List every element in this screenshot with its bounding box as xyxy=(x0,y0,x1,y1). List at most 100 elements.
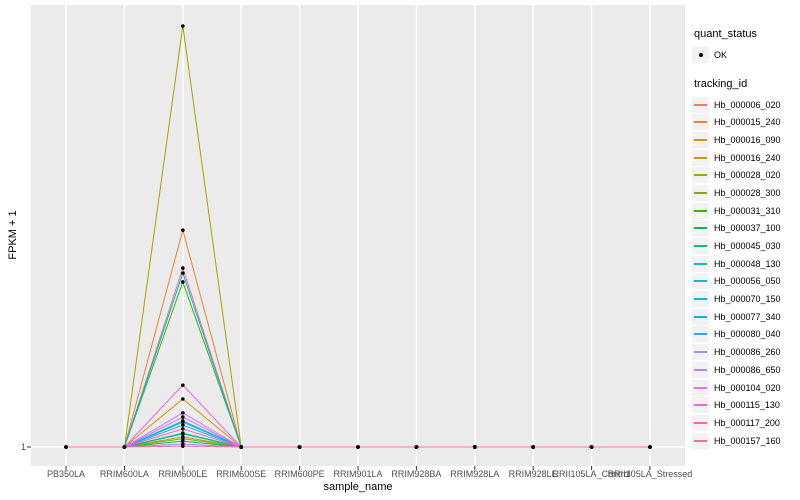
data-point xyxy=(181,271,185,275)
legend-key xyxy=(692,308,709,325)
data-point xyxy=(181,436,185,441)
legend-item-label: Hb_000070_150 xyxy=(714,294,781,305)
legend-item-tracking-id: Hb_000115_130 xyxy=(692,396,798,414)
x-tick-label: RRIM600SE xyxy=(216,469,267,479)
legend-key xyxy=(692,202,709,219)
data-point xyxy=(181,444,185,448)
legend-key xyxy=(692,167,709,184)
x-tick-label: RRIM901LA xyxy=(333,469,383,479)
x-tick-label: RRIM928LA xyxy=(450,469,500,479)
data-point xyxy=(181,432,185,436)
legend-item-label: Hb_000056_050 xyxy=(714,276,781,287)
line-swatch-icon xyxy=(694,439,707,442)
legend-title-tracking-id: tracking_id xyxy=(694,77,748,90)
legend-key xyxy=(692,291,709,308)
legend-item-tracking-id: Hb_000037_100 xyxy=(692,220,798,238)
legend-key xyxy=(692,361,709,378)
data-point xyxy=(181,383,185,387)
legend-key xyxy=(692,220,709,237)
legend-item-tracking-id: Hb_000016_090 xyxy=(692,131,798,149)
data-point xyxy=(181,397,185,401)
data-point xyxy=(181,280,185,284)
legend-item-label: Hb_000037_100 xyxy=(714,223,781,234)
legend-item-label: Hb_000080_040 xyxy=(714,329,781,340)
legend-key xyxy=(692,397,709,414)
data-point xyxy=(414,445,419,449)
legend-item-tracking-id: Hb_000080_040 xyxy=(692,326,798,344)
x-tick-label: RRII105LA_Control xyxy=(552,469,631,479)
data-point xyxy=(648,445,652,449)
line-swatch-icon xyxy=(694,262,707,265)
legend-item-tracking-id: Hb_000086_650 xyxy=(692,361,798,379)
legend-key xyxy=(692,96,709,113)
legend-item-tracking-id: Hb_000028_020 xyxy=(692,166,798,184)
line-swatch-icon xyxy=(694,121,707,124)
legend-key xyxy=(692,379,709,396)
line-swatch-icon xyxy=(694,191,707,194)
legend-item-label: Hb_000077_340 xyxy=(714,311,781,322)
legend-item-label: Hb_000117_200 xyxy=(714,417,780,428)
legend-item-label: Hb_000015_240 xyxy=(714,117,781,128)
data-point xyxy=(297,445,302,449)
data-point xyxy=(356,445,360,449)
legend-key xyxy=(692,344,709,361)
legend-title-quant-status: quant_status xyxy=(694,28,757,40)
ok-point-icon xyxy=(698,52,703,57)
legend-item-label: Hb_000006_020 xyxy=(714,99,781,110)
legend-key xyxy=(692,46,709,63)
legend-item-label: Hb_000104_020 xyxy=(714,382,781,393)
legend-item-label: Hb_000115_130 xyxy=(714,400,780,411)
x-tick-label: RRII105LA_Stressed xyxy=(607,469,693,479)
data-point xyxy=(122,445,127,449)
line-swatch-icon xyxy=(694,351,707,354)
legend-item-tracking-id: Hb_000006_020 xyxy=(692,96,798,114)
x-tick-label: RRIM928BA xyxy=(391,469,442,479)
legend-item-tracking-id: Hb_000077_340 xyxy=(692,308,798,326)
legend-item-label: OK xyxy=(714,49,728,60)
legend-item-label: Hb_000016_090 xyxy=(714,134,781,145)
line-swatch-icon xyxy=(694,421,707,424)
legend-key xyxy=(692,432,709,449)
legend-item-label: Hb_000045_030 xyxy=(714,241,781,252)
legend-key xyxy=(692,414,709,431)
legend-item-tracking-id: Hb_000015_240 xyxy=(692,113,798,131)
x-tick-label: RRIM600LA xyxy=(99,469,149,479)
line-swatch-icon xyxy=(694,156,707,159)
data-point xyxy=(589,445,594,449)
legend-key xyxy=(692,149,709,166)
data-point xyxy=(181,423,185,427)
legend-item-label: Hb_000086_260 xyxy=(714,347,781,358)
line-swatch-icon xyxy=(694,103,707,106)
line-swatch-icon xyxy=(694,315,707,318)
line-swatch-icon xyxy=(694,386,707,389)
line-swatch-icon xyxy=(694,298,707,301)
data-point xyxy=(181,411,185,415)
legend-group-tracking-id: Hb_000006_020 Hb_000015_240 Hb_000016_090 H… xyxy=(692,96,798,450)
legend-item-label: Hb_000086_650 xyxy=(714,364,781,375)
line-swatch-icon xyxy=(694,245,707,248)
legend-group-quant-status: OK xyxy=(692,46,798,64)
x-tick-label: PB350LA xyxy=(47,469,86,479)
data-point xyxy=(239,445,244,449)
line-swatch-icon xyxy=(694,280,707,283)
data-point xyxy=(181,415,185,419)
x-axis-title: sample_name xyxy=(323,481,393,493)
legend-item-tracking-id: Hb_000031_310 xyxy=(692,202,798,220)
legend-item-quant-status: OK xyxy=(692,46,798,64)
legend-item-tracking-id: Hb_000117_200 xyxy=(692,414,798,432)
line-swatch-icon xyxy=(694,138,707,141)
data-point xyxy=(181,427,185,431)
legend-item-tracking-id: Hb_000028_300 xyxy=(692,184,798,202)
legend-item-label: Hb_000031_310 xyxy=(714,205,781,216)
legend-key xyxy=(692,114,709,131)
legend-item-tracking-id: Hb_000157_160 xyxy=(692,432,798,450)
legend-item-label: Hb_000016_240 xyxy=(714,152,781,163)
legend-item-label: Hb_000157_160 xyxy=(714,435,781,446)
data-point xyxy=(472,445,477,449)
y-tick-label: 1 xyxy=(20,442,26,452)
legend: quant_status OK tracking_id Hb_000006_02… xyxy=(692,28,798,449)
legend-key xyxy=(692,184,709,201)
line-swatch-icon xyxy=(694,174,707,177)
legend-item-label: Hb_000048_130 xyxy=(714,258,781,269)
